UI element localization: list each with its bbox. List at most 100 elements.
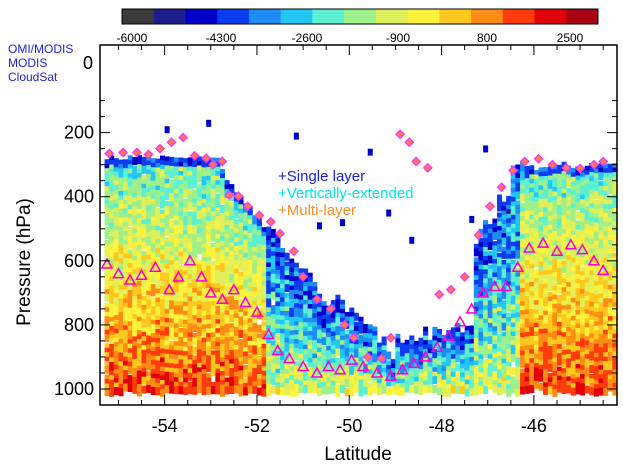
heatmap-cell: [173, 363, 179, 372]
heatmap-cell: [275, 323, 281, 332]
heatmap-cell: [552, 209, 558, 218]
heatmap-cell: [150, 333, 156, 342]
heatmap-cell: [275, 346, 281, 355]
heatmap-cell: [307, 335, 313, 344]
heatmap-cell: [243, 230, 249, 239]
heatmap-cell: [275, 364, 281, 373]
heatmap-cell: [238, 316, 244, 325]
heatmap-cell: [455, 341, 461, 349]
heatmap-cell: [252, 336, 258, 345]
heatmap-cell: [307, 366, 313, 375]
heatmap-cell: [524, 210, 530, 219]
heatmap-cell: [570, 194, 576, 203]
colorbar-swatch: [375, 9, 409, 24]
heatmap-cell: [215, 243, 221, 251]
heatmap-cell: [575, 346, 581, 354]
heatmap-cell: [483, 345, 489, 354]
heatmap-cell: [510, 268, 516, 277]
heatmap-cell: [612, 338, 618, 346]
heatmap-cell: [312, 326, 318, 335]
heatmap-cell: [178, 301, 184, 310]
heatmap-cell: [524, 179, 530, 188]
heatmap-cell: [363, 332, 369, 341]
cloud-top-diamond: [208, 159, 219, 170]
heatmap-cell: [196, 156, 202, 165]
heatmap-cell: [169, 188, 175, 197]
heatmap-cell: [510, 259, 516, 268]
heatmap-cell: [109, 375, 115, 384]
heatmap-cell: [367, 346, 373, 355]
heatmap-cell: [146, 218, 152, 227]
heatmap-cell: [187, 278, 193, 287]
heatmap-cell: [524, 318, 530, 327]
heatmap-cell: [312, 299, 318, 308]
heatmap-cell: [118, 222, 124, 231]
heatmap-cell: [187, 336, 193, 345]
heatmap-cell: [183, 176, 189, 185]
heatmap-cell: [155, 311, 161, 320]
heatmap-cell: [497, 374, 502, 382]
heatmap-cell: [270, 367, 276, 376]
heatmap-cell: [340, 308, 345, 317]
heatmap-cell: [538, 297, 544, 306]
heatmap-cell: [229, 305, 235, 314]
heatmap-cell: [464, 388, 470, 397]
heatmap-cell: [589, 212, 595, 221]
heatmap-cell: [118, 330, 124, 338]
heatmap-cell: [580, 293, 586, 302]
heatmap-cell: [141, 354, 147, 363]
heatmap-cell: [164, 237, 170, 246]
heatmap-cell: [146, 165, 152, 174]
heatmap-cell: [127, 209, 133, 218]
heatmap-cell: [390, 377, 396, 386]
heatmap-cell: [210, 242, 216, 251]
heatmap-cell: [566, 286, 572, 295]
heatmap-cell: [104, 329, 110, 338]
heatmap-cell: [270, 278, 276, 287]
heatmap-cell: [118, 276, 124, 285]
heatmap-cell: [557, 294, 562, 303]
heatmap-cell: [123, 356, 129, 365]
heatmap-cell: [497, 347, 502, 355]
heatmap-cell: [261, 240, 267, 249]
heatmap-cell: [552, 379, 558, 388]
heatmap-cell: [155, 347, 161, 355]
heatmap-cell: [307, 331, 313, 339]
heatmap-cell: [589, 180, 595, 189]
heatmap-cell: [312, 331, 318, 340]
heatmap-cell: [109, 290, 115, 299]
heatmap-cell: [178, 341, 184, 350]
heatmap-cell: [575, 242, 581, 251]
heatmap-cell: [593, 321, 599, 330]
heatmap-cell: [146, 245, 152, 254]
heatmap-cell: [570, 365, 576, 374]
heatmap-cell: [132, 282, 138, 291]
heatmap-cell: [155, 324, 161, 333]
heatmap-cell: [113, 203, 119, 212]
heatmap-cell: [146, 259, 152, 268]
heatmap-cell: [543, 252, 549, 261]
heatmap-cell: [160, 160, 165, 169]
heatmap-cell: [247, 327, 253, 336]
heatmap-cell: [150, 342, 156, 351]
heatmap-cell: [547, 323, 553, 332]
heatmap-cell: [552, 366, 558, 375]
heatmap-cell: [561, 296, 567, 305]
heatmap-cell: [284, 364, 290, 373]
heatmap-cell: [483, 336, 489, 345]
heatmap-cell: [238, 329, 244, 338]
heatmap-cell: [607, 343, 613, 352]
heatmap-cell: [178, 314, 184, 323]
heatmap-cell: [141, 156, 147, 165]
heatmap-cell: [187, 242, 193, 251]
heatmap-cell: [164, 353, 170, 362]
cloud-base-triangle: [384, 369, 398, 381]
heatmap-cell: [256, 297, 262, 306]
heatmap-cell: [183, 382, 189, 391]
heatmap-cell: [141, 300, 147, 309]
heatmap-cell: [256, 293, 262, 302]
heatmap-cell: [575, 233, 581, 242]
heatmap-cell: [510, 322, 516, 331]
heatmap-cell: [552, 169, 558, 178]
heatmap-cell: [326, 341, 332, 350]
